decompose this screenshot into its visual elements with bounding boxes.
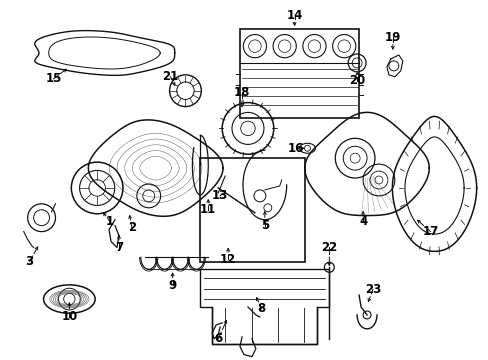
Text: 5: 5	[260, 219, 268, 232]
Text: 14: 14	[286, 9, 302, 22]
Text: 22: 22	[321, 241, 337, 254]
Text: 9: 9	[168, 279, 176, 292]
Text: 3: 3	[25, 255, 34, 268]
Text: 23: 23	[364, 283, 380, 296]
Text: 10: 10	[61, 310, 77, 323]
Text: 19: 19	[384, 31, 400, 44]
Bar	[200, 158, 304, 262]
Text: 8: 8	[257, 302, 265, 315]
Text: 15: 15	[45, 72, 61, 85]
Text: 18: 18	[233, 86, 250, 99]
Bar	[240, 29, 358, 118]
Text: 6: 6	[214, 332, 222, 345]
Text: 21: 21	[162, 70, 178, 83]
Text: 13: 13	[212, 189, 228, 202]
Text: 7: 7	[115, 241, 123, 254]
Text: 2: 2	[127, 221, 136, 234]
Text: 1: 1	[106, 215, 114, 228]
Text: 4: 4	[358, 215, 366, 228]
Text: 20: 20	[348, 74, 365, 87]
Text: 11: 11	[200, 203, 216, 216]
Text: 17: 17	[422, 225, 438, 238]
Text: 12: 12	[220, 253, 236, 266]
Text: 16: 16	[287, 142, 303, 155]
